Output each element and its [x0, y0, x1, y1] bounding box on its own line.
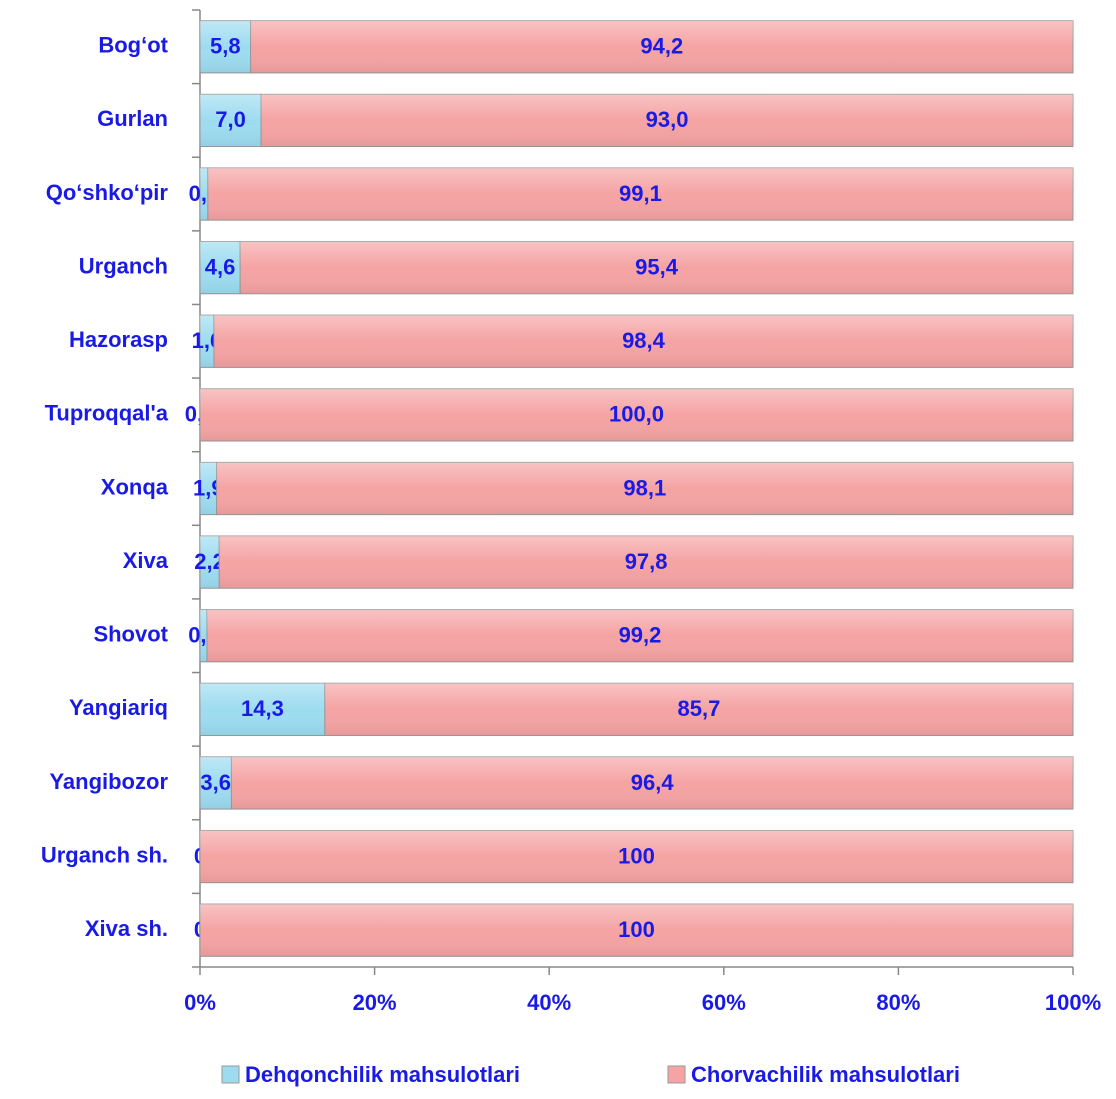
bar-shine: [200, 20, 251, 73]
data-label: 94,2: [640, 34, 683, 59]
y-tick-label: Bog‘ot: [98, 33, 168, 58]
data-label: 100,0: [609, 402, 664, 427]
data-label: 93,0: [646, 107, 689, 132]
data-label: 14,3: [241, 696, 284, 721]
data-label: 99,2: [619, 623, 662, 648]
x-tick-label: 100%: [1045, 990, 1101, 1015]
data-label: 5,8: [210, 34, 241, 59]
bar-shine: [240, 241, 1073, 294]
y-tick-label: Urganch sh.: [41, 842, 168, 867]
bar-shine: [200, 388, 1073, 442]
bar-shine: [206, 609, 1073, 662]
x-tick-label: 60%: [702, 990, 746, 1015]
bar-shine: [200, 756, 232, 810]
x-tick-label: 40%: [527, 990, 571, 1015]
bar-shine: [200, 167, 208, 221]
data-label: 3,6: [200, 770, 231, 795]
y-tick-label: Qo‘shko‘pir: [46, 180, 169, 205]
y-tick-label: Hazorasp: [69, 327, 168, 352]
bar-shine: [200, 241, 241, 294]
bar-shine: [200, 535, 220, 589]
bar-shine: [200, 94, 262, 147]
bar-shine: [216, 462, 1073, 515]
data-label: 98,4: [622, 328, 666, 353]
bar-shine: [250, 20, 1073, 73]
y-tick-label: Yangibozor: [49, 769, 168, 794]
y-tick-label: Xiva: [123, 548, 169, 573]
bar-shine: [219, 535, 1073, 589]
data-label: 99,1: [619, 181, 662, 206]
bar-shine: [213, 315, 1073, 368]
bar-shine: [207, 167, 1073, 221]
y-tick-label: Shovot: [93, 622, 168, 647]
y-tick-label: Yangiariq: [69, 695, 168, 720]
data-label: 85,7: [678, 696, 721, 721]
y-tick-label: Urganch: [79, 253, 168, 278]
bar-shine: [200, 683, 325, 736]
bar-shine: [200, 830, 1073, 883]
bar-shine: [200, 462, 217, 515]
y-tick-label: Xiva sh.: [85, 916, 168, 941]
legend-swatch: [221, 1065, 240, 1084]
data-label: 100: [618, 917, 655, 942]
legend-swatch: [667, 1065, 686, 1084]
legend-label: Dehqonchilik mahsulotlari: [245, 1062, 520, 1087]
x-tick-label: 80%: [876, 990, 920, 1015]
bar-shine: [200, 315, 214, 368]
bar-shine: [231, 756, 1074, 810]
y-tick-label: Xonqa: [101, 474, 169, 499]
data-label: 97,8: [625, 549, 668, 574]
data-label: 98,1: [623, 475, 666, 500]
y-tick-label: Tuproqqal'a: [45, 401, 169, 426]
bar-shine: [261, 94, 1073, 147]
x-tick-label: 20%: [353, 990, 397, 1015]
bar-shine: [324, 683, 1073, 736]
x-tick-label: 0%: [184, 990, 216, 1015]
data-label: 4,6: [205, 254, 236, 279]
bar-shine: [200, 609, 207, 662]
bar-shine: [200, 904, 1073, 957]
data-label: 100: [618, 843, 655, 868]
data-label: 95,4: [635, 254, 679, 279]
legend-label: Chorvachilik mahsulotlari: [691, 1062, 960, 1087]
data-label: 7,0: [215, 107, 246, 132]
y-tick-label: Gurlan: [97, 106, 168, 131]
data-label: 96,4: [631, 770, 675, 795]
